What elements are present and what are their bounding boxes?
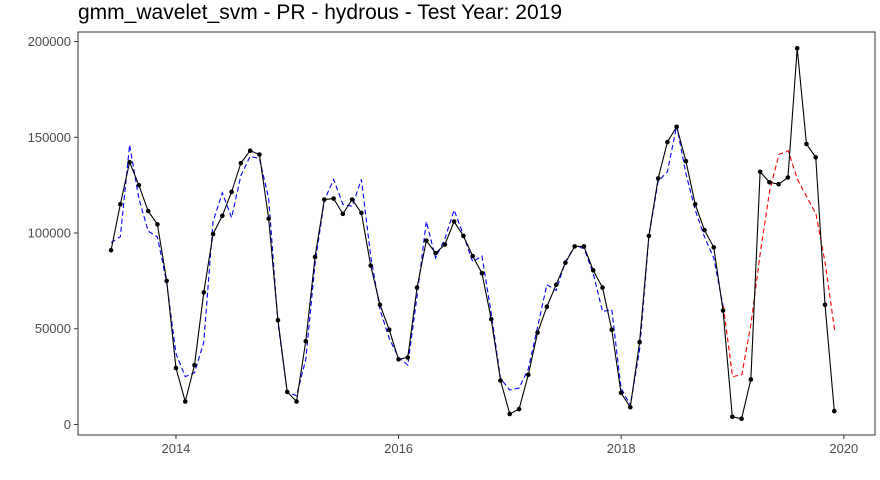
fitted-series-line — [110, 125, 724, 408]
observed-data-point — [359, 210, 364, 216]
observed-data-point — [488, 316, 494, 322]
x-tick-label: 2018 — [607, 441, 636, 456]
y-tick-label: 0 — [64, 417, 71, 432]
observed-data-point — [340, 211, 346, 217]
observed-data-point — [590, 268, 596, 273]
observed-data-point — [720, 308, 726, 313]
y-tick-label: 200000 — [28, 34, 71, 49]
observed-data-point — [442, 242, 448, 247]
observed-data-point — [507, 411, 513, 417]
series-layer — [108, 45, 837, 422]
observed-data-point — [618, 390, 624, 396]
x-tick-label: 2020 — [829, 441, 858, 456]
observed-data-point — [683, 158, 689, 164]
observed-data-point — [322, 197, 327, 202]
y-tick-label: 50000 — [35, 321, 71, 336]
observed-data-point — [405, 355, 411, 360]
observed-data-point — [331, 196, 336, 201]
observed-data-point — [581, 244, 587, 249]
observed-data-point — [247, 148, 253, 153]
observed-data-point — [238, 160, 244, 166]
observed-data-point — [498, 378, 503, 383]
observed-data-point — [730, 414, 735, 420]
observed-data-point — [377, 302, 383, 308]
observed-data-point — [748, 377, 754, 382]
observed-data-point — [553, 282, 559, 288]
observed-data-point — [257, 152, 262, 157]
observed-data-point — [220, 213, 225, 219]
observed-data-point — [136, 182, 142, 188]
x-axis: 2014 2016 2018 2020 — [161, 435, 858, 456]
observed-data-point — [303, 338, 309, 344]
observed-data-point — [665, 139, 670, 145]
observed-data-point — [127, 159, 132, 165]
observed-data-point — [284, 389, 290, 395]
observed-data-point — [173, 365, 179, 371]
observed-data-point — [739, 416, 744, 422]
observed-data-point — [145, 208, 151, 214]
observed-data-point — [108, 247, 114, 253]
observed-data-point — [609, 327, 615, 333]
observed-data-point — [767, 179, 772, 185]
observed-data-point — [757, 169, 763, 175]
observed-data-point — [646, 233, 652, 239]
plot-panel-border — [77, 31, 876, 436]
observed-data-point — [832, 408, 837, 414]
observed-data-point — [479, 270, 485, 276]
x-tick-label: 2014 — [161, 441, 190, 456]
observed-data-point — [794, 45, 800, 51]
observed-data-point — [294, 399, 299, 404]
observed-data-point — [349, 197, 355, 202]
observed-data-point — [674, 124, 679, 130]
observed-data-point — [516, 406, 522, 412]
observed-data-point — [192, 362, 197, 368]
observed-data-point — [822, 302, 828, 308]
observed-data-point — [804, 141, 809, 147]
observed-data-point — [711, 245, 717, 250]
observed-data-point — [433, 250, 438, 256]
y-tick-label: 100000 — [28, 226, 71, 241]
observed-data-point — [414, 285, 420, 290]
observed-data-point — [266, 216, 271, 221]
y-tick-label: 150000 — [28, 130, 71, 145]
x-tick-label: 2016 — [384, 441, 413, 456]
observed-data-point — [164, 278, 169, 284]
observed-data-point — [118, 202, 123, 207]
observed-data-point — [535, 330, 540, 335]
observed-data-point — [461, 233, 466, 239]
y-axis: 0 50000 100000 150000 200000 — [28, 34, 78, 432]
observed-data-point — [451, 219, 457, 224]
observed-data-point — [702, 227, 707, 233]
observed-data-point — [182, 399, 188, 404]
forecast-series-line — [722, 149, 836, 378]
observed-series-line — [110, 48, 835, 420]
observed-data-point — [155, 222, 160, 227]
observed-data-point — [470, 253, 475, 259]
observed-data-point — [210, 231, 216, 237]
observed-data-point — [312, 254, 318, 260]
observed-data-point — [526, 372, 531, 377]
observed-data-point — [368, 263, 373, 268]
observed-data-point — [201, 290, 207, 295]
observed-data-point — [813, 155, 819, 160]
observed-data-point — [628, 404, 633, 410]
observed-data-point — [692, 202, 698, 207]
observed-data-point — [776, 181, 781, 187]
observed-data-point — [655, 176, 661, 181]
observed-data-point — [572, 244, 577, 249]
observed-data-point — [229, 189, 234, 195]
observed-data-point — [600, 285, 605, 290]
observed-data-point — [544, 304, 550, 310]
observed-data-point — [396, 357, 401, 362]
observed-data-point — [637, 339, 642, 345]
observed-data-point — [386, 327, 392, 333]
chart-title: gmm_wavelet_svm - PR - hydrous - Test Ye… — [78, 1, 562, 24]
observed-data-point — [563, 260, 568, 266]
observed-data-point — [785, 175, 791, 180]
observed-data-point — [424, 238, 429, 243]
observed-data-point — [275, 317, 281, 323]
